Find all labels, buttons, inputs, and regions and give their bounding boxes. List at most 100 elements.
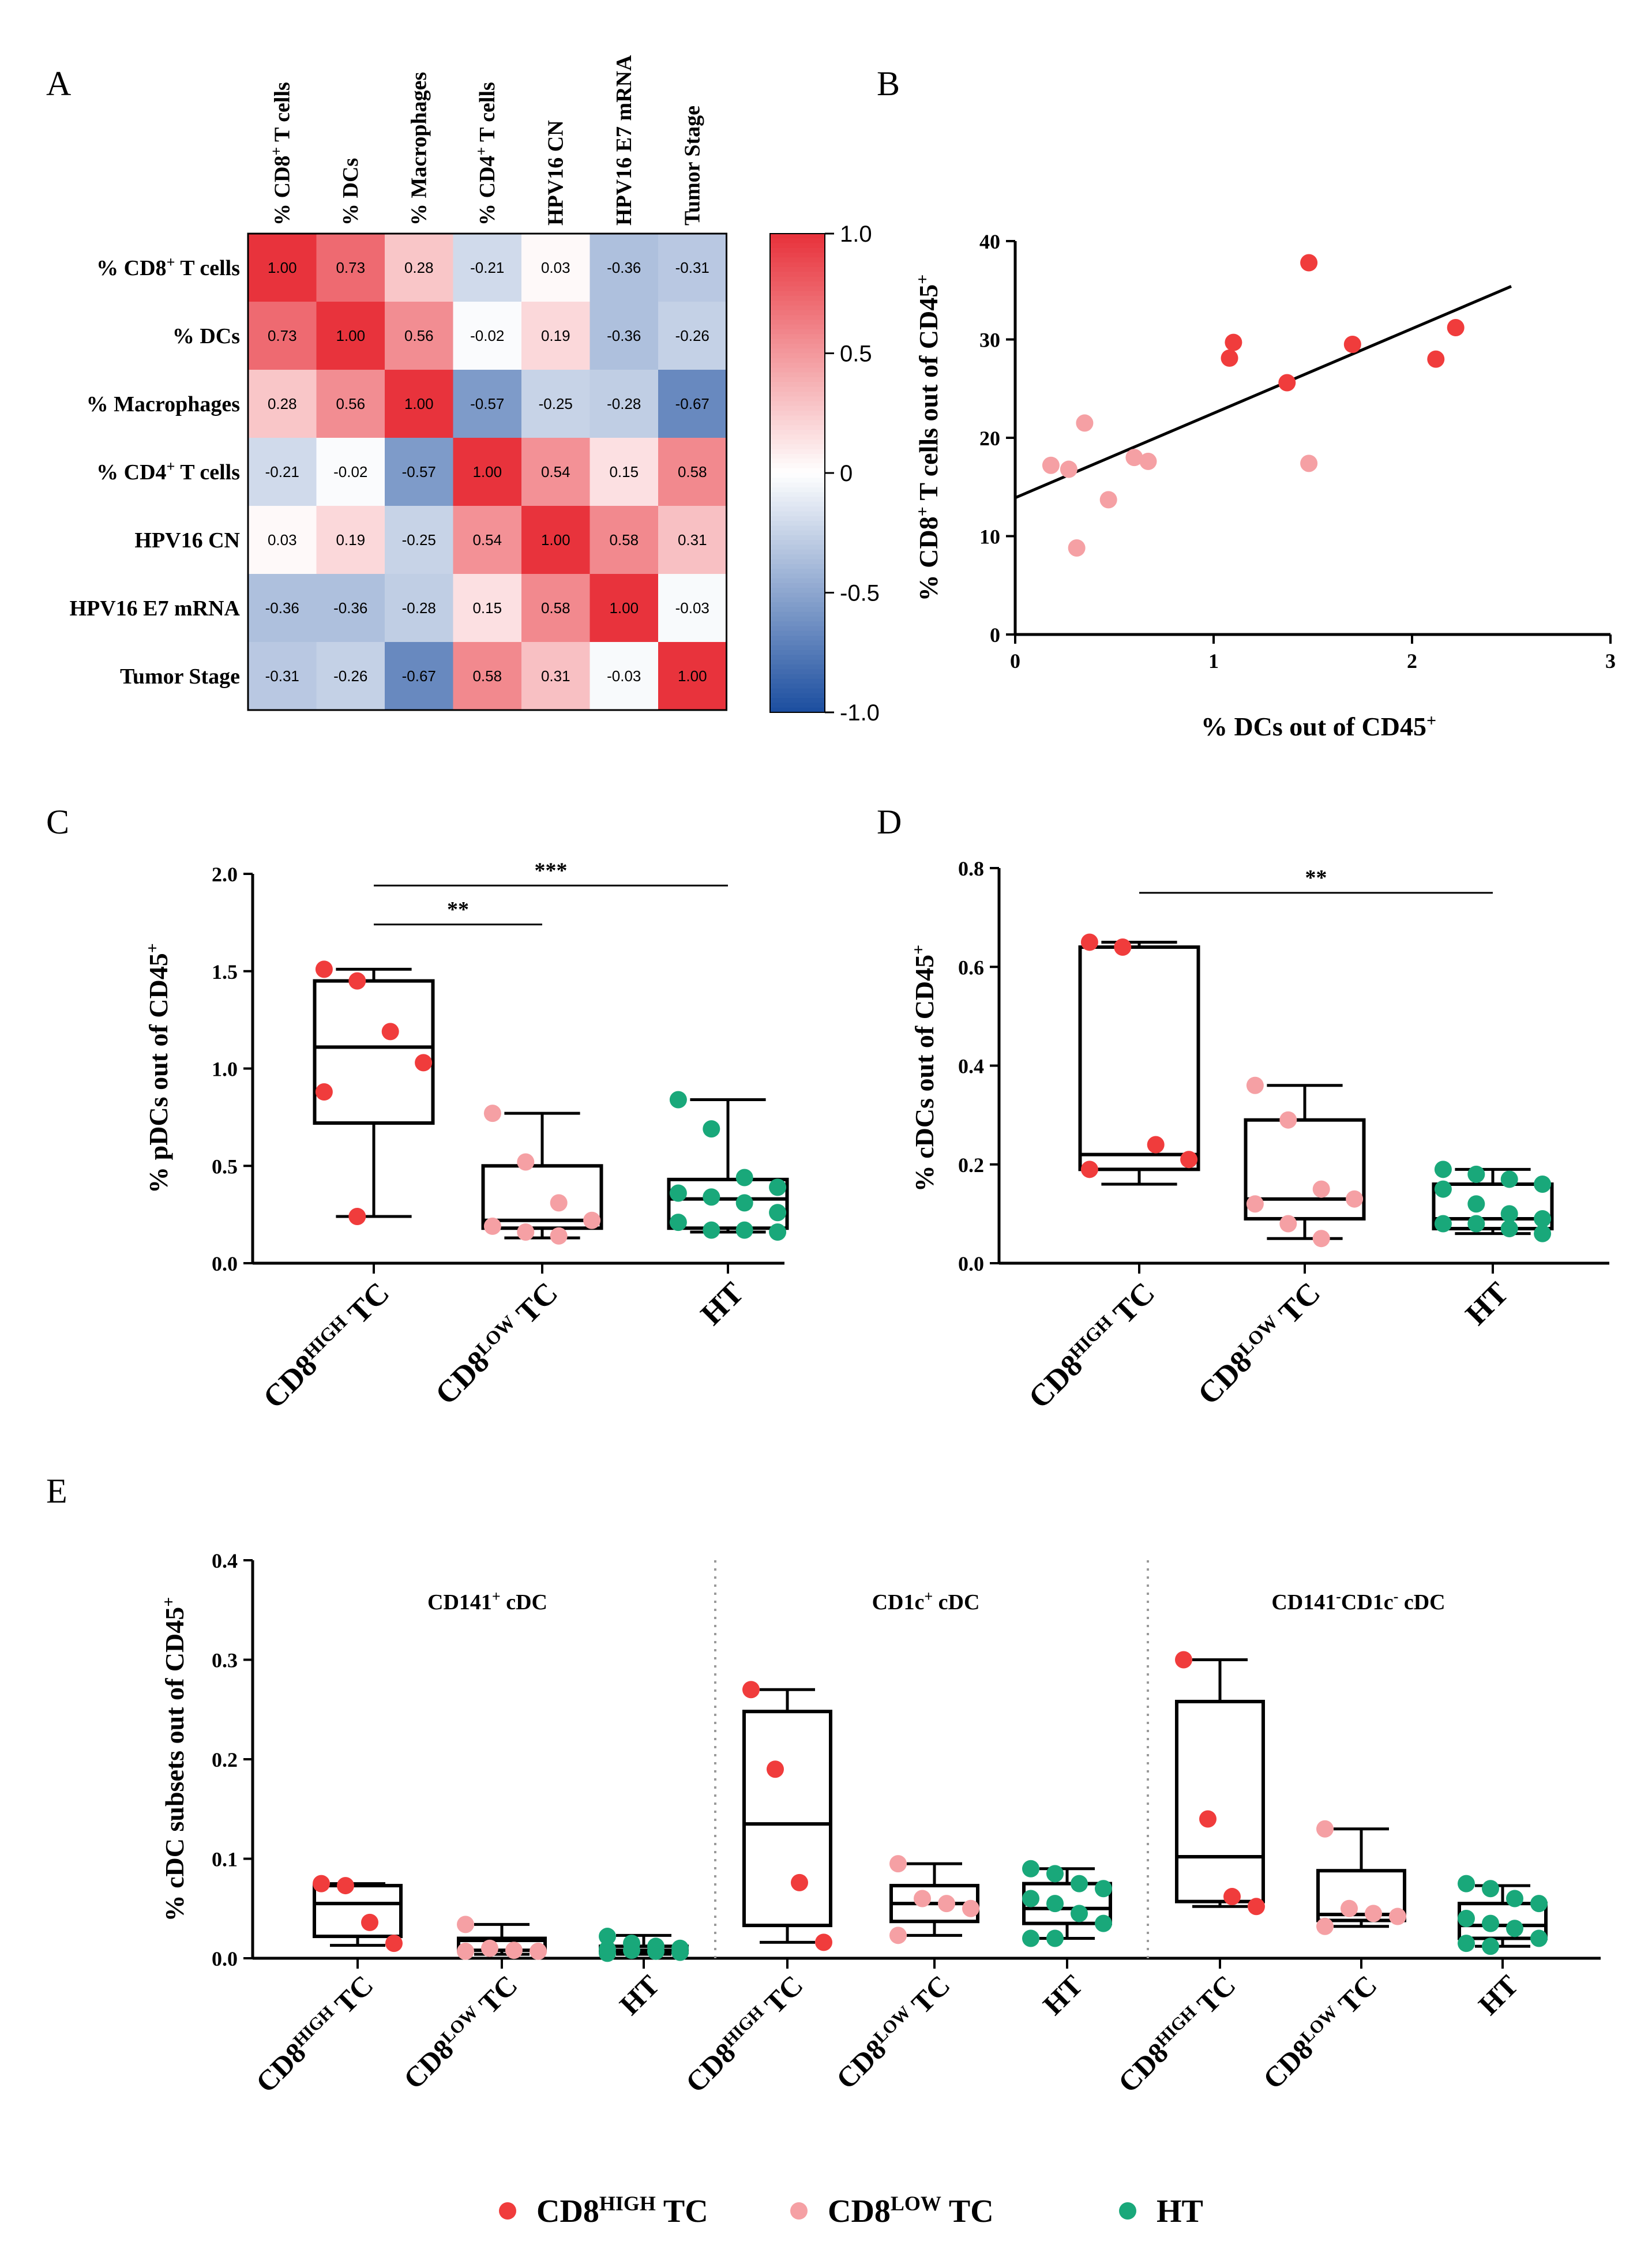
colorbar-segment — [770, 315, 825, 321]
colorbar-segment — [770, 583, 825, 589]
colorbar-segment — [770, 262, 825, 268]
data-point — [385, 1935, 403, 1952]
heatmap-cell — [385, 302, 453, 370]
scatter-point — [1427, 350, 1445, 368]
colorbar-segment — [770, 588, 825, 594]
colorbar-segment — [770, 636, 825, 641]
data-point — [1458, 1935, 1475, 1952]
y-tick-label: 0.6 — [958, 956, 984, 979]
heatmap-cell — [658, 506, 727, 574]
data-point — [1458, 1910, 1475, 1927]
colorbar-segment — [770, 645, 825, 651]
data-point — [769, 1223, 787, 1241]
colorbar-segment — [770, 473, 825, 479]
box — [667, 1177, 789, 1230]
data-point — [1046, 1929, 1064, 1947]
category-label: HT — [1037, 1969, 1089, 2021]
data-point — [1434, 1215, 1452, 1233]
box — [742, 1710, 832, 1928]
colorbar-segment — [770, 291, 825, 296]
box — [1078, 945, 1200, 1171]
scatter-point — [1139, 452, 1157, 470]
heatmap-cell — [590, 642, 658, 710]
colorbar-segment — [770, 329, 825, 335]
data-point — [1346, 1190, 1364, 1208]
heatmap-cell — [658, 302, 727, 370]
legend-label: CD8LOW TC — [828, 2192, 994, 2229]
heatmap-cell-value: -0.03 — [675, 599, 709, 617]
colorbar-segment — [770, 678, 825, 685]
colorbar-segment — [770, 525, 825, 531]
heatmap-row-label: % Macrophages — [87, 392, 240, 416]
heatmap-row-label: % CD4+ T cells — [96, 458, 240, 485]
data-point — [703, 1221, 720, 1239]
box — [1432, 1182, 1554, 1231]
heatmap-col-label: Tumor Stage — [680, 106, 704, 226]
data-point — [583, 1211, 601, 1229]
scatter-point — [1447, 319, 1465, 337]
data-point — [1175, 1651, 1192, 1669]
data-point — [1434, 1180, 1452, 1198]
colorbar-segment — [770, 463, 825, 469]
data-point — [550, 1227, 568, 1245]
colorbar-segment — [770, 545, 825, 550]
heatmap-cell — [521, 506, 590, 574]
colorbar-segment — [770, 257, 825, 263]
y-tick-label: 0.2 — [212, 1748, 238, 1771]
data-point — [1467, 1165, 1485, 1183]
colorbar-segment — [770, 664, 825, 670]
box — [1175, 1699, 1265, 1903]
data-point — [962, 1899, 979, 1917]
colorbar-tick-label: 1.0 — [840, 221, 872, 247]
y-tick-label: 1.5 — [212, 960, 238, 983]
group-title: CD141+ cDC — [427, 1588, 547, 1615]
heatmap-cell — [590, 234, 658, 302]
data-point — [1534, 1176, 1552, 1193]
box — [1244, 1118, 1366, 1221]
data-point — [1223, 1888, 1241, 1906]
colorbar-segment — [770, 707, 825, 713]
data-point — [1458, 1875, 1475, 1892]
heatmap-cell — [385, 574, 453, 642]
heatmap-cell — [453, 234, 521, 302]
data-point — [550, 1194, 568, 1212]
colorbar-segment — [770, 339, 825, 344]
y-tick-label: 20 — [979, 427, 1000, 450]
significance-label: *** — [535, 858, 568, 883]
data-point — [483, 1105, 501, 1122]
colorbar-segment — [770, 530, 825, 536]
colorbar-segment — [770, 439, 825, 445]
data-point — [483, 1217, 501, 1235]
y-tick-label: 40 — [979, 230, 1000, 253]
group-title: CD141-CD1c- cDC — [1271, 1588, 1445, 1615]
colorbar-segment — [770, 482, 825, 488]
x-tick-label: 0 — [1010, 649, 1020, 673]
colorbar-segment — [770, 320, 825, 325]
data-point — [1071, 1905, 1088, 1922]
heatmap-cell — [385, 642, 453, 710]
colorbar-segment — [770, 343, 825, 350]
colorbar-segment — [770, 650, 825, 656]
box — [457, 1936, 547, 1952]
heatmap-cell-value: 0.56 — [336, 395, 365, 412]
heatmap-row-label: HPV16 CN — [134, 528, 240, 553]
heatmap-col-label: HPV16 CN — [543, 120, 568, 226]
colorbar-segment — [770, 243, 825, 249]
scatter-point — [1300, 455, 1318, 472]
heatmap-cell-value: 0.73 — [336, 259, 365, 276]
heatmap-cell-value: -0.02 — [333, 463, 367, 480]
data-point — [742, 1681, 760, 1699]
regression-line — [1015, 285, 1512, 500]
data-point — [1341, 1899, 1358, 1917]
scatter-point — [1099, 491, 1117, 509]
colorbar-segment — [770, 434, 825, 440]
heatmap-cell — [385, 234, 453, 302]
colorbar-segment — [770, 621, 825, 627]
group-title: CD1c+ cDC — [872, 1588, 980, 1615]
y-tick-label: 0 — [990, 624, 1000, 647]
heatmap-cell-value: 1.00 — [404, 395, 434, 412]
category-label: CD8HIGH TC — [256, 1275, 396, 1415]
scatter-point — [1042, 456, 1060, 474]
panel-letter-b: B — [877, 65, 900, 103]
data-point — [505, 1942, 523, 1959]
